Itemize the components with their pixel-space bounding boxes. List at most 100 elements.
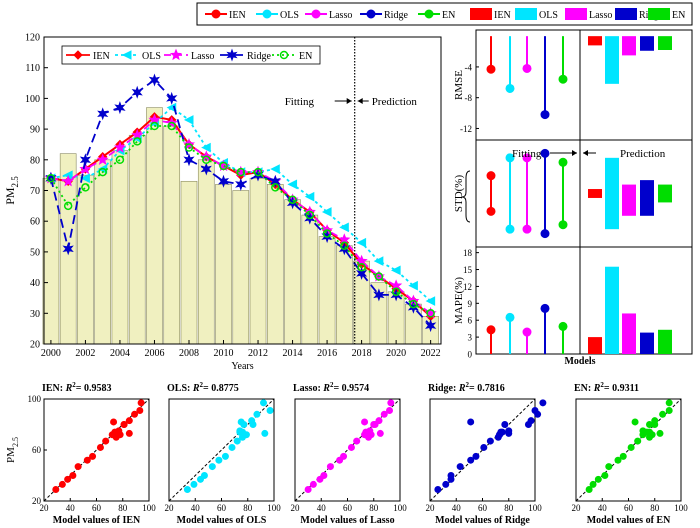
- scatter-point: [472, 452, 480, 460]
- y-tick-label: 20: [30, 340, 40, 351]
- legend-marker: [211, 9, 221, 19]
- y-tick-label: 100: [25, 94, 40, 105]
- legend-swatch: [470, 8, 492, 20]
- scatter-title-sup: 2: [72, 381, 76, 389]
- scatter-y-tick-label: 20: [32, 496, 42, 506]
- series-point: [148, 73, 161, 87]
- scatter-point: [110, 418, 118, 426]
- scatter-point: [380, 410, 388, 418]
- std-low-point: [505, 224, 515, 234]
- metric-y-tick-label: -12: [460, 124, 472, 134]
- scatter-point: [215, 456, 223, 464]
- y-axis-label-sub: 2.5: [10, 176, 20, 188]
- series-point: [79, 153, 92, 167]
- legend-entry-4: EN: [418, 9, 455, 21]
- scatter-point: [480, 443, 488, 451]
- scatter-point: [646, 433, 653, 441]
- series-point: [113, 141, 126, 153]
- main-legend-marker: [121, 50, 132, 60]
- observed-bar: [180, 180, 198, 345]
- scatter-point: [656, 429, 664, 437]
- metric-panel-STD(%): STD(%): [453, 139, 693, 248]
- std-high-point: [540, 148, 550, 158]
- scatter-title: IEN: R2= 0.9583: [42, 381, 112, 394]
- scatter-point: [336, 456, 344, 464]
- metric-y-tick-label: 3: [468, 333, 473, 343]
- legend-swatch: [615, 8, 637, 20]
- observed-bar: [163, 125, 181, 345]
- scatter-point: [505, 429, 513, 437]
- scatter-point: [233, 437, 241, 445]
- metric-x-label: Models: [564, 356, 595, 367]
- observed-bar: [111, 150, 129, 345]
- scatter-title-r: R: [192, 383, 200, 394]
- x-tick-label: 2016: [317, 348, 337, 359]
- scatter-x-tick-label: 80: [369, 503, 379, 513]
- series-point: [80, 173, 90, 184]
- scatter-panel-Lasso: 20 40 60 80 100 Lasso: R2= 0.9574 Model values…: [291, 381, 408, 526]
- scatter-point: [309, 480, 317, 488]
- scatter-x-tick-label: 60: [478, 503, 488, 513]
- main-legend-marker: [279, 50, 289, 60]
- main-legend-marker: [73, 50, 83, 60]
- scatter-point: [120, 421, 128, 428]
- series-point: [46, 173, 56, 183]
- scatter-point: [266, 406, 274, 414]
- std-high-point: [486, 171, 496, 181]
- scatter-x-tick-label: 40: [452, 503, 462, 513]
- scatter-point: [646, 421, 653, 428]
- scatter-point: [125, 429, 133, 437]
- metric-panels: -4 -8 -12 RMSE STD(%) 0 3 6 9 12 15 18 MAPE(%) Fittin…: [453, 29, 693, 367]
- identity-line: [429, 398, 536, 502]
- scatter-point: [386, 406, 393, 414]
- series-point: [305, 210, 315, 220]
- scatter-title-model: EN:: [574, 383, 594, 394]
- scatter-point: [89, 452, 97, 460]
- scatter-point: [253, 410, 261, 418]
- pred-bar: [588, 337, 602, 354]
- legend-label: Lasso: [589, 10, 612, 21]
- scatter-x-tick-label: 60: [624, 503, 634, 513]
- scatter-point: [361, 431, 369, 439]
- legend-entry-6: OLS: [515, 8, 558, 21]
- scatter-x-tick-label: 100: [393, 503, 407, 513]
- main-legend: IEN OLS Lasso Ridge EN: [61, 45, 321, 65]
- x-tick-label: 2004: [110, 348, 130, 359]
- scatter-point: [659, 410, 667, 418]
- series-point: [426, 309, 435, 318]
- stem-point: [486, 325, 496, 335]
- scatter-y-tick-label: 100: [28, 394, 42, 404]
- main-legend-box: [61, 45, 321, 65]
- scatter-point: [96, 443, 104, 451]
- legend-label: OLS: [539, 10, 558, 21]
- scatter-x-tick-label: 60: [343, 503, 353, 513]
- std-pred-bar: [588, 189, 602, 198]
- observed-bars: [42, 107, 439, 345]
- series-point: [79, 162, 92, 175]
- std-pred-bar: [605, 157, 619, 230]
- series-point: [236, 167, 246, 177]
- legend-label: EN: [672, 10, 685, 21]
- metric-prediction-arrowhead: [583, 150, 588, 156]
- series-point: [357, 263, 366, 272]
- scatter-title-r: R: [322, 383, 330, 394]
- scatter-point: [539, 399, 547, 407]
- main-legend-label: Lasso: [191, 51, 214, 62]
- scatter-x-tick-label: 80: [118, 503, 128, 513]
- scatter-title-sup: 2: [466, 381, 470, 389]
- scatter-point: [208, 463, 216, 471]
- fitting-label: Fitting: [285, 96, 315, 108]
- pred-bar: [658, 329, 672, 354]
- scatter-point: [183, 486, 191, 494]
- scatter-title-model: OLS:: [167, 383, 193, 394]
- scatter-point: [125, 417, 133, 425]
- scatter-point: [361, 418, 369, 426]
- scatter-point: [228, 443, 236, 451]
- scatter-point: [190, 480, 198, 488]
- y-tick-label: 60: [30, 217, 40, 228]
- scatter-x-tick-label: 100: [674, 503, 688, 513]
- metric-y-tick-label: -4: [465, 62, 473, 72]
- std-high-point: [505, 153, 515, 163]
- metric-y-tick-label: 0: [468, 350, 473, 360]
